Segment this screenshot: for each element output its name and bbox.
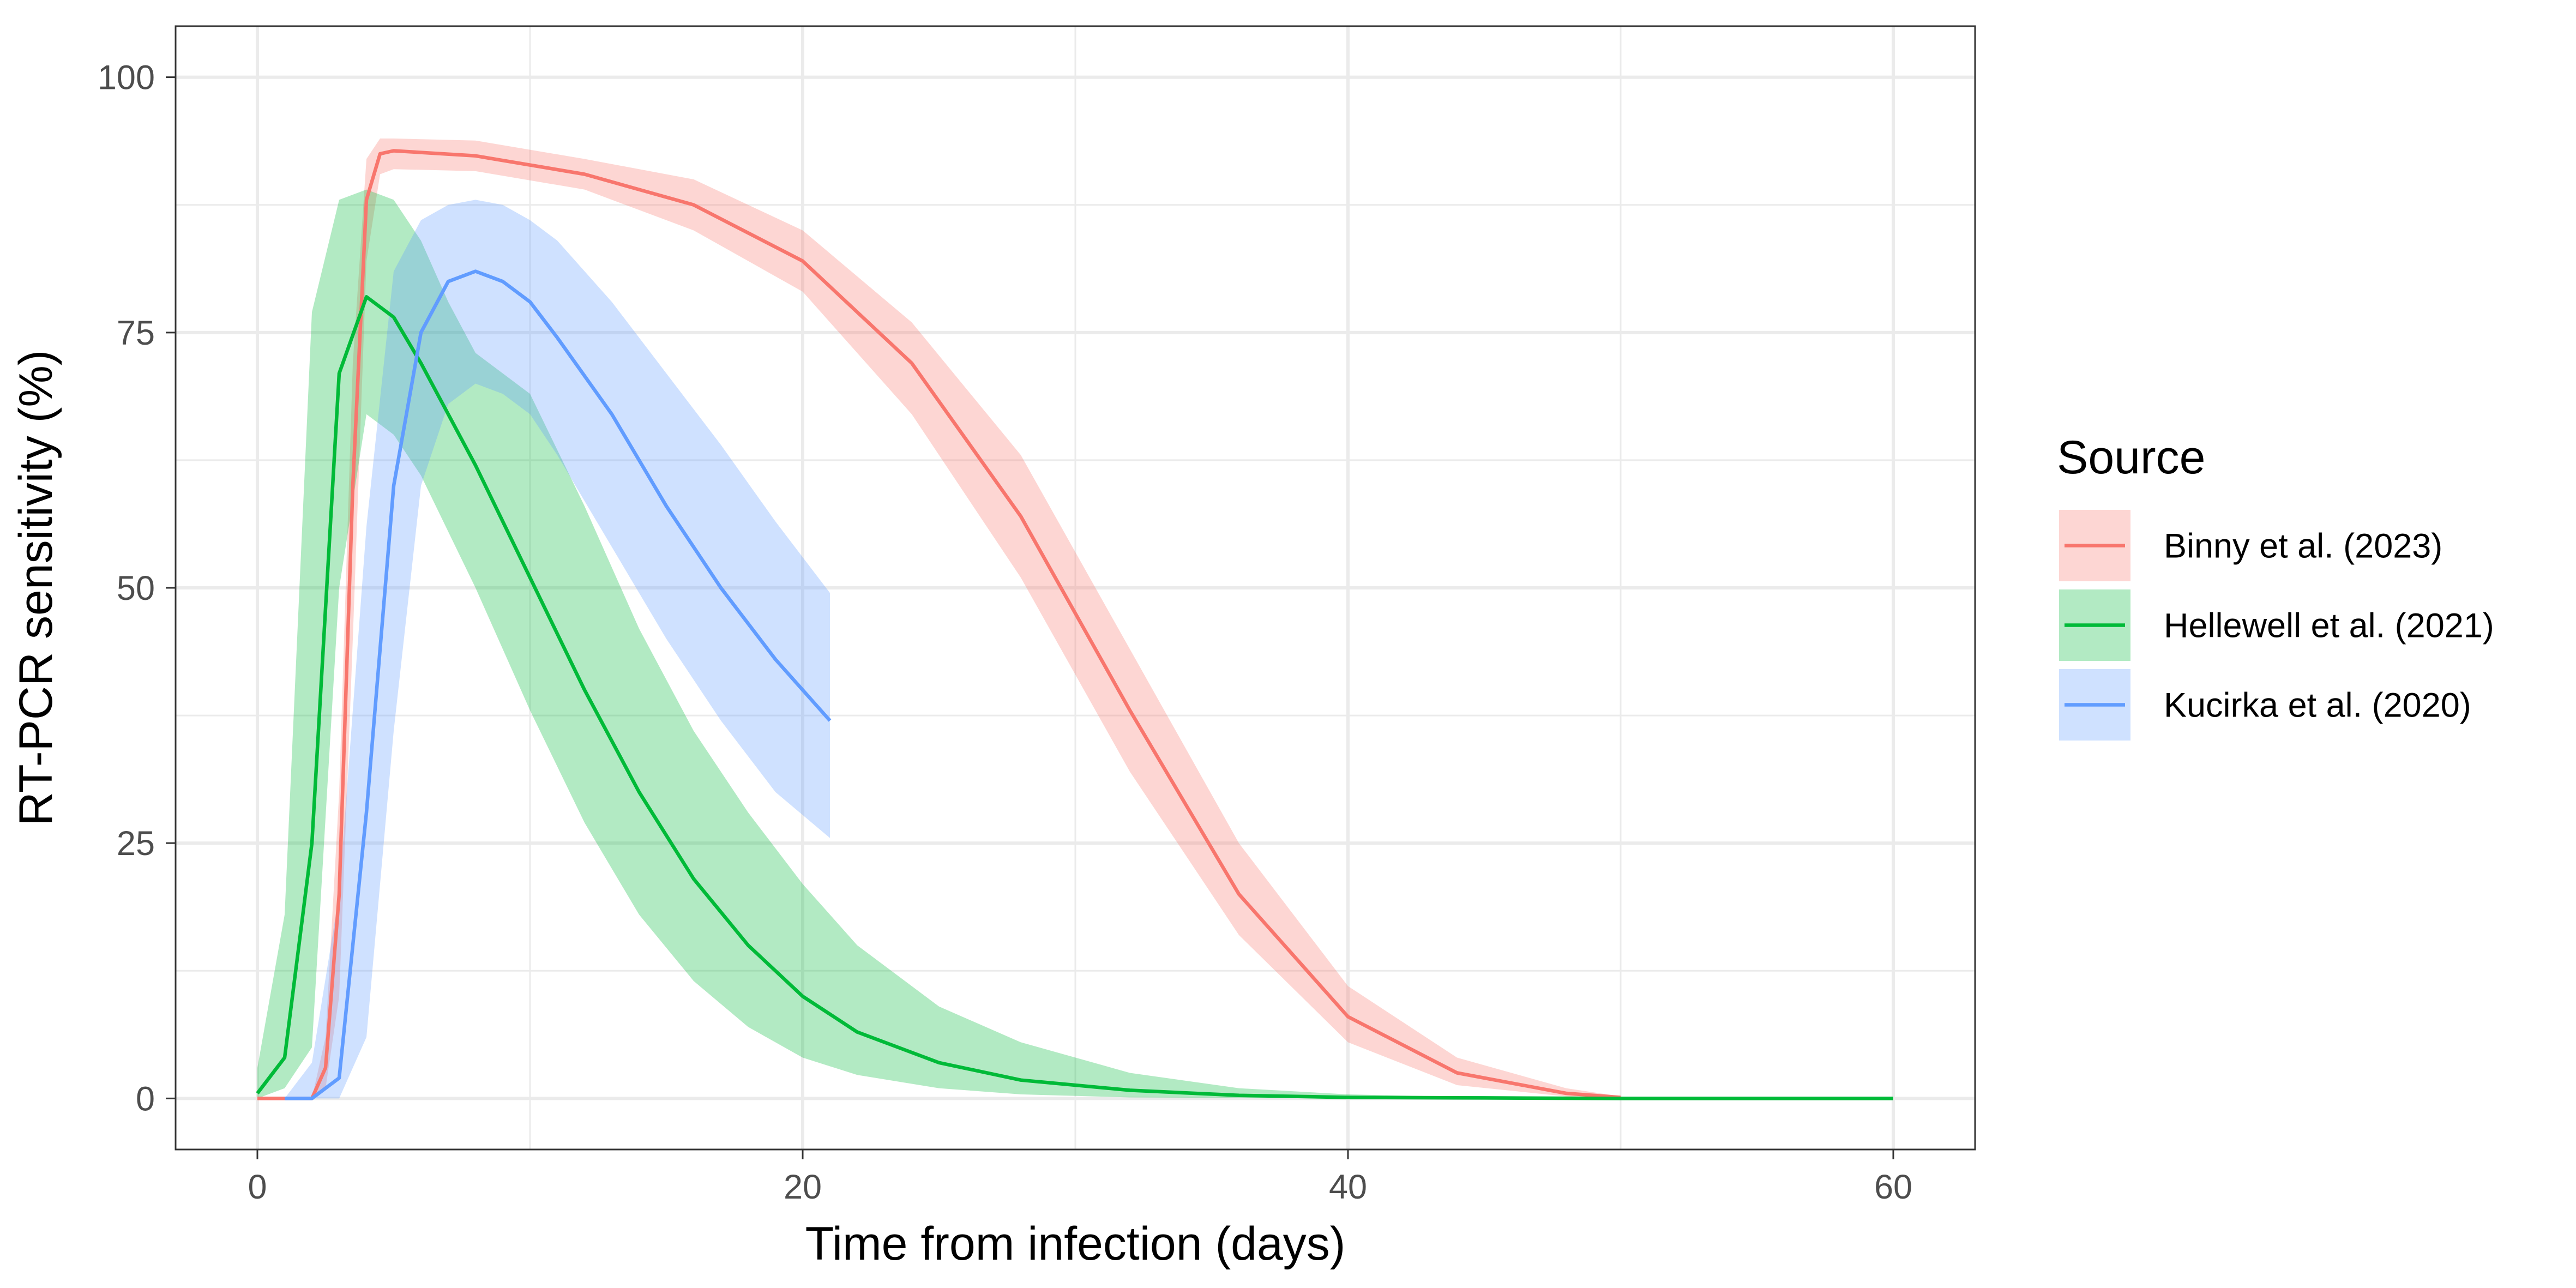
confidence-bands bbox=[257, 139, 1893, 1099]
legend-label-1: Binny et al. (2023) bbox=[2164, 527, 2442, 565]
y-axis-title: RT-PCR sensitivity (%) bbox=[10, 350, 62, 826]
band-series-3 bbox=[285, 200, 830, 1099]
line-series-3 bbox=[285, 269, 832, 1100]
series-lines bbox=[256, 149, 1893, 1100]
grid-major bbox=[176, 26, 1975, 1149]
y-tick-label: 75 bbox=[117, 314, 155, 352]
band-series-2 bbox=[257, 189, 1893, 1099]
x-tick-label: 0 bbox=[248, 1168, 267, 1206]
legend-label-2: Hellewell et al. (2021) bbox=[2164, 607, 2494, 645]
y-tick-labels: 0 25 50 75 100 bbox=[98, 59, 155, 1118]
x-axis-title: Time from infection (days) bbox=[805, 1218, 1346, 1270]
legend: Source Binny et al. (2023) Hellewell et a… bbox=[2057, 431, 2494, 741]
y-tick-label: 0 bbox=[136, 1080, 155, 1118]
x-tick-label: 20 bbox=[784, 1168, 822, 1206]
y-tick-label: 100 bbox=[98, 59, 155, 97]
y-tick-label: 50 bbox=[117, 569, 155, 607]
axis-ticks bbox=[166, 76, 1894, 1159]
line-series-1 bbox=[257, 149, 1621, 1100]
legend-label-3: Kucirka et al. (2020) bbox=[2164, 687, 2471, 725]
line-series-2 bbox=[256, 295, 1893, 1100]
x-tick-label: 60 bbox=[1874, 1168, 1912, 1206]
legend-items: Binny et al. (2023) Hellewell et al. (202… bbox=[2059, 510, 2494, 741]
y-tick-label: 25 bbox=[117, 824, 155, 863]
x-tick-labels: 0 20 40 60 bbox=[248, 1168, 1912, 1206]
legend-title: Source bbox=[2057, 431, 2206, 484]
x-tick-label: 40 bbox=[1329, 1168, 1367, 1206]
